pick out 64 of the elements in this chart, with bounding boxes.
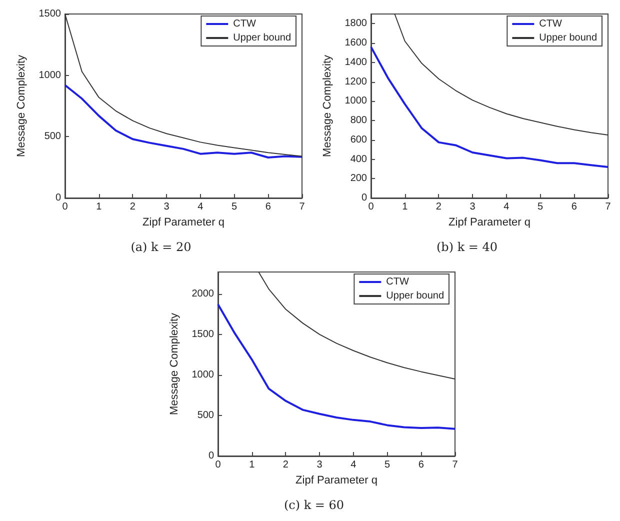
y-tick-label: 1600 bbox=[344, 38, 368, 49]
x-tick-label: 0 bbox=[62, 202, 68, 212]
y-tick-label: 600 bbox=[350, 134, 368, 146]
y-tick-label: 1000 bbox=[38, 70, 62, 81]
x-tick-label: 1 bbox=[96, 202, 102, 212]
x-axis-title: Zipf Parameter q bbox=[448, 216, 530, 228]
y-tick-label: 0 bbox=[361, 192, 368, 204]
legend-label: CTW bbox=[386, 276, 410, 288]
y-tick-label: 800 bbox=[350, 115, 368, 126]
x-tick-label: 1 bbox=[249, 460, 256, 470]
y-tick-label: 0 bbox=[55, 192, 62, 204]
legend-label: CTW bbox=[539, 18, 563, 30]
x-tick-label: 5 bbox=[384, 460, 391, 470]
y-tick-label: 500 bbox=[44, 131, 62, 142]
x-axis-title: Zipf Parameter q bbox=[296, 474, 378, 486]
line-series bbox=[258, 272, 456, 380]
y-axis-title: Message Complexity bbox=[168, 312, 180, 416]
legend-label: CTW bbox=[233, 18, 257, 30]
x-tick-label: 4 bbox=[350, 460, 357, 470]
legend-label: Upper bound bbox=[233, 32, 292, 44]
y-tick-label: 200 bbox=[350, 173, 368, 184]
y-tick-label: 1000 bbox=[344, 96, 368, 107]
y-tick-label: 1500 bbox=[192, 328, 214, 340]
x-tick-label: 0 bbox=[215, 460, 222, 470]
x-tick-label: 5 bbox=[538, 202, 544, 212]
y-axis-title: Message Complexity bbox=[322, 54, 334, 158]
x-tick-label: 1 bbox=[402, 202, 408, 212]
text: (c) k = 60 bbox=[284, 498, 344, 512]
y-tick-label: 500 bbox=[197, 410, 214, 421]
y-tick-label: 1800 bbox=[344, 18, 368, 30]
legend-label: Upper bound bbox=[386, 290, 444, 302]
x-tick-label: 4 bbox=[198, 202, 204, 212]
y-tick-label: 1200 bbox=[344, 76, 368, 88]
x-tick-label: 3 bbox=[470, 202, 476, 212]
text: (a) k = 20 bbox=[130, 240, 192, 254]
line-series bbox=[64, 14, 302, 157]
x-tick-label: 2 bbox=[436, 202, 442, 212]
x-tick-label: 7 bbox=[605, 202, 612, 212]
legend-label: Upper bound bbox=[539, 32, 598, 44]
x-tick-label: 4 bbox=[504, 202, 510, 212]
line-series bbox=[370, 46, 609, 168]
x-tick-label: 6 bbox=[265, 202, 272, 212]
line-series bbox=[394, 14, 608, 136]
x-axis-title: Zipf Parameter q bbox=[142, 216, 224, 228]
text: (b) k = 40 bbox=[436, 240, 498, 254]
line-series bbox=[64, 84, 303, 159]
x-tick-label: 6 bbox=[571, 202, 578, 212]
y-axis-title: Message Complexity bbox=[16, 54, 28, 158]
y-tick-label: 400 bbox=[350, 154, 368, 165]
line-series bbox=[217, 303, 456, 430]
x-tick-label: 3 bbox=[316, 460, 323, 470]
x-tick-label: 7 bbox=[299, 202, 306, 212]
x-tick-label: 6 bbox=[418, 460, 424, 470]
x-tick-label: 2 bbox=[130, 202, 136, 212]
y-tick-label: 1500 bbox=[38, 8, 62, 20]
y-tick-label: 2000 bbox=[192, 288, 214, 300]
y-tick-label: 1000 bbox=[192, 369, 214, 380]
x-tick-label: 3 bbox=[164, 202, 170, 212]
y-tick-label: 0 bbox=[208, 450, 214, 462]
x-tick-label: 5 bbox=[232, 202, 238, 212]
y-tick-label: 1400 bbox=[344, 56, 368, 68]
x-tick-label: 2 bbox=[282, 460, 289, 470]
x-tick-label: 7 bbox=[452, 460, 458, 470]
x-tick-label: 0 bbox=[368, 202, 374, 212]
